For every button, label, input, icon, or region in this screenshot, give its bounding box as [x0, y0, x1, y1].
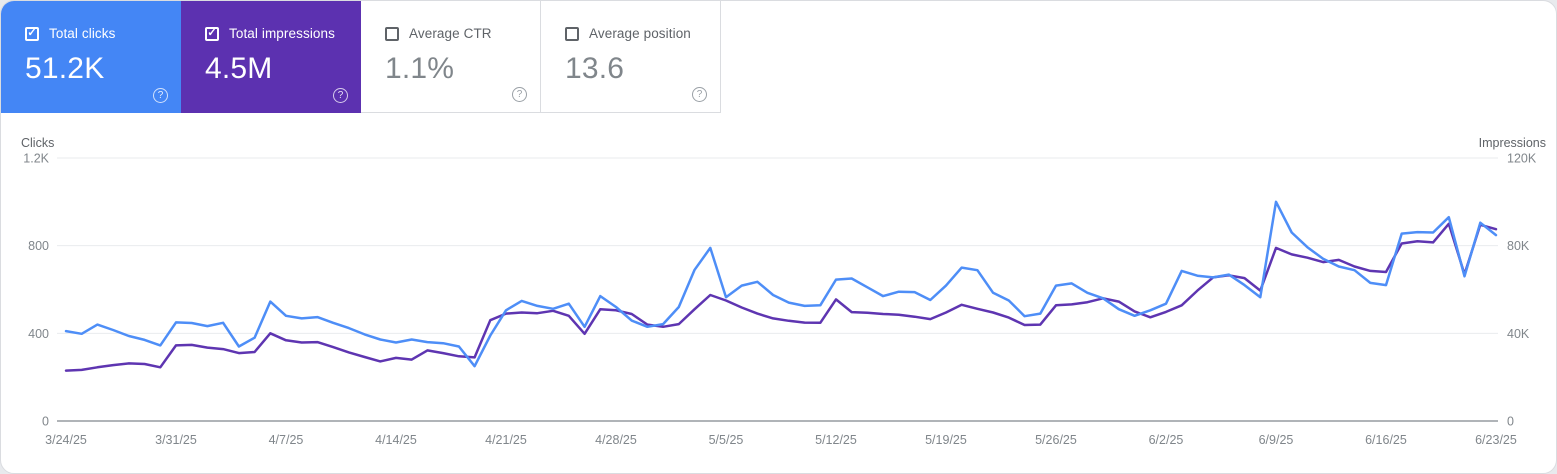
right-axis-tick: 80K [1507, 239, 1530, 253]
help-icon[interactable]: ? [692, 87, 707, 102]
metric-cards-row: ✓ Total clicks 51.2K ? ✓ Total impressio… [1, 1, 1556, 113]
average-position-value: 13.6 [565, 52, 625, 85]
right-axis-tick: 0 [1507, 415, 1514, 429]
x-axis-label: 5/5/25 [709, 433, 744, 447]
right-axis-tick: 120K [1507, 152, 1537, 166]
card-header: ✓ Total impressions [205, 26, 361, 41]
average-ctr-value: 1.1% [385, 52, 455, 85]
help-icon[interactable]: ? [512, 87, 527, 102]
help-icon[interactable]: ? [153, 88, 168, 103]
x-axis-label: 4/14/25 [375, 433, 417, 447]
x-axis-label: 4/7/25 [269, 433, 304, 447]
card-label: Average CTR [409, 26, 492, 41]
help-icon[interactable]: ? [333, 88, 348, 103]
x-axis-label: 5/12/25 [815, 433, 857, 447]
card-label: Average position [589, 26, 691, 41]
x-axis-label: 6/16/25 [1365, 433, 1407, 447]
card-label: Total clicks [49, 26, 116, 41]
x-axis-label: 5/19/25 [925, 433, 967, 447]
card-header: ✓ Total clicks [25, 26, 181, 41]
x-axis-label: 4/21/25 [485, 433, 527, 447]
x-axis-label: 6/9/25 [1259, 433, 1294, 447]
left-axis-tick: 800 [28, 239, 49, 253]
x-axis-label: 6/23/25 [1475, 433, 1517, 447]
total-clicks-checkbox-icon[interactable]: ✓ [25, 26, 39, 41]
performance-chart-svg: 1.2K 120K 800 80K 400 40K 0 0 Clicks Impressions 3… [21, 136, 1546, 447]
x-axis-label: 3/31/25 [155, 433, 197, 447]
x-axis-label: 4/28/25 [595, 433, 637, 447]
left-axis-tick: 400 [28, 327, 49, 341]
x-axis-label: 5/26/25 [1035, 433, 1077, 447]
right-axis-tick: 40K [1507, 327, 1530, 341]
total-impressions-value: 4.5M [205, 52, 273, 85]
average-ctr-checkbox-icon[interactable] [385, 26, 399, 41]
left-axis-tick: 0 [42, 415, 49, 429]
card-header: Average position [565, 26, 720, 41]
impressions-line [64, 222, 1498, 372]
metric-card-total-clicks[interactable]: ✓ Total clicks 51.2K ? [1, 1, 181, 113]
left-axis-tick: 1.2K [23, 152, 49, 166]
average-position-checkbox-icon[interactable] [565, 26, 579, 41]
metric-card-total-impressions[interactable]: ✓ Total impressions 4.5M ? [181, 1, 361, 113]
x-axis-label: 3/24/25 [45, 433, 87, 447]
right-axis-title: Impressions [1479, 136, 1546, 150]
total-clicks-value: 51.2K [25, 52, 105, 85]
metric-card-average-ctr[interactable]: Average CTR 1.1% ? [361, 1, 541, 113]
card-header: Average CTR [385, 26, 540, 41]
total-impressions-checkbox-icon[interactable]: ✓ [205, 26, 219, 41]
left-axis-title: Clicks [21, 136, 54, 150]
clicks-line [64, 200, 1498, 368]
performance-chart[interactable]: 1.2K 120K 800 80K 400 40K 0 0 Clicks Impressions 3… [1, 113, 1556, 473]
card-label: Total impressions [229, 26, 335, 41]
metric-card-average-position[interactable]: Average position 13.6 ? [541, 1, 721, 113]
x-axis-label: 6/2/25 [1149, 433, 1184, 447]
